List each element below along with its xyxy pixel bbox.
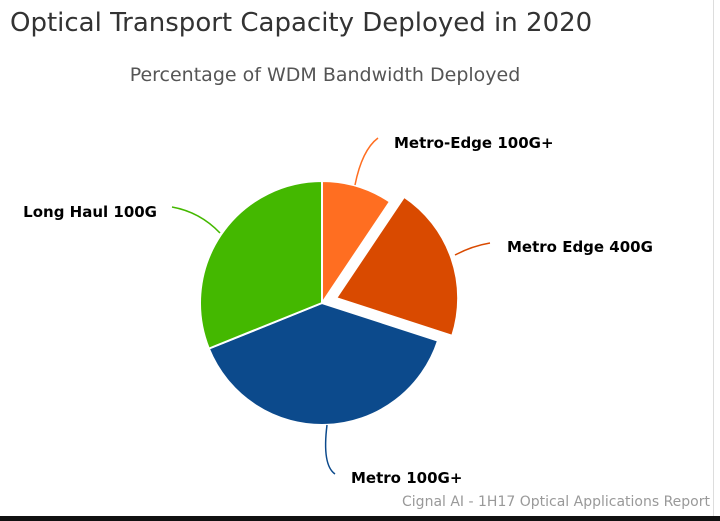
slice-label: Long Haul 100G [23, 203, 157, 221]
slice-label: Metro-Edge 100G+ [394, 134, 554, 152]
slice-label: Metro 100G+ [351, 469, 462, 487]
chart-subtitle: Percentage of WDM Bandwidth Deployed [129, 64, 521, 86]
divider [713, 0, 714, 516]
connector-line [454, 242, 491, 256]
chart-title: Optical Transport Capacity Deployed in 2… [10, 8, 593, 38]
pie-slice[interactable] [334, 195, 460, 338]
bottom-bar [0, 516, 720, 521]
connector-line [171, 206, 221, 234]
connector-line [354, 137, 379, 186]
pie-slice[interactable] [199, 179, 323, 350]
slice-label: Metro Edge 400G [507, 238, 653, 256]
pie-slice[interactable] [207, 301, 440, 426]
chart-credit[interactable]: Cignal AI - 1H17 Optical Applications Re… [402, 494, 710, 510]
connector-line [324, 424, 336, 475]
